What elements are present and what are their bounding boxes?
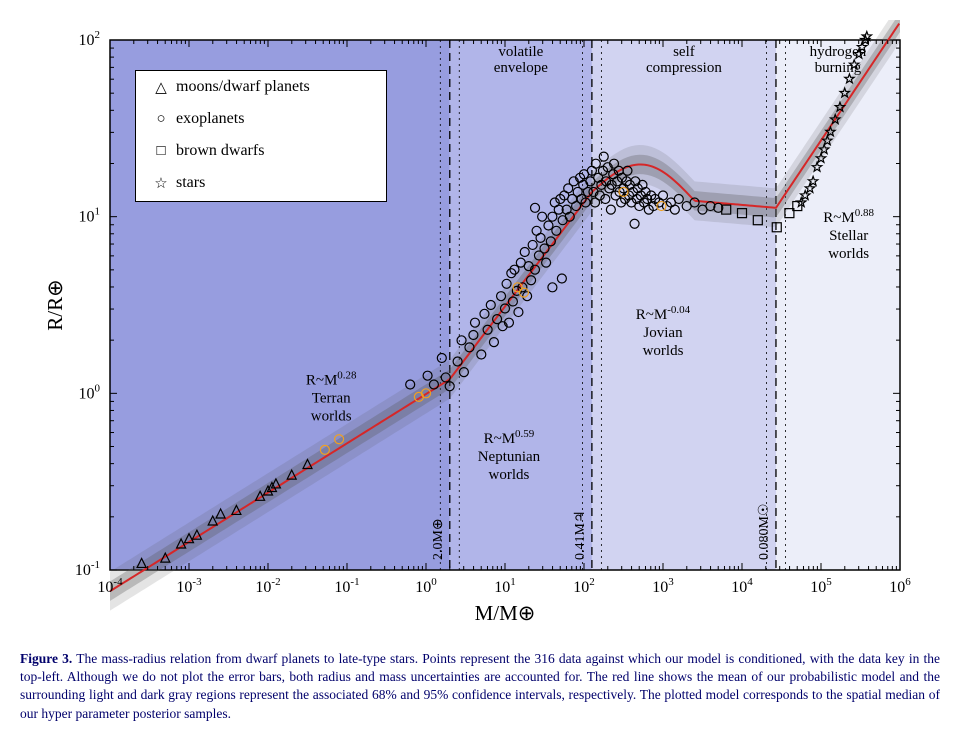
caption-text: The mass-radius relation from dwarf plan…: [20, 651, 940, 721]
legend-box: △ moons/dwarf planets ○ exoplanets □ bro…: [135, 70, 387, 202]
svg-text:M/M⊕: M/M⊕: [475, 601, 536, 625]
star-icon: ☆: [146, 174, 176, 193]
svg-text:106: 106: [889, 576, 911, 596]
legend-item-stars: ☆ stars: [136, 167, 386, 199]
legend-item-brown-dwarfs: □ brown dwarfs: [136, 135, 386, 167]
svg-text:compression: compression: [646, 60, 722, 76]
svg-text:10-1: 10-1: [75, 559, 100, 579]
figure-caption: Figure 3. The mass-radius relation from …: [20, 650, 940, 723]
svg-text:100: 100: [415, 576, 437, 596]
svg-text:10-1: 10-1: [334, 576, 359, 596]
svg-text:0.41M♃: 0.41M♃: [573, 511, 588, 561]
legend-label: stars: [176, 174, 205, 192]
legend-label: exoplanets: [176, 110, 244, 128]
triangle-icon: △: [146, 78, 176, 97]
legend-item-exoplanets: ○ exoplanets: [136, 103, 386, 135]
svg-text:102: 102: [79, 29, 101, 49]
svg-text:Jovian: Jovian: [643, 325, 683, 341]
svg-text:100: 100: [79, 382, 101, 402]
svg-text:R/R⊕: R/R⊕: [43, 279, 67, 330]
svg-text:Stellar: Stellar: [829, 228, 868, 244]
legend-item-moons: △ moons/dwarf planets: [136, 71, 386, 103]
svg-text:0.080M☉: 0.080M☉: [757, 504, 772, 561]
svg-text:103: 103: [652, 576, 674, 596]
svg-text:2.0M⊕: 2.0M⊕: [431, 518, 446, 560]
svg-text:105: 105: [810, 576, 832, 596]
svg-text:Neptunian: Neptunian: [478, 449, 541, 465]
circle-icon: ○: [146, 111, 176, 128]
svg-text:10-2: 10-2: [255, 576, 280, 596]
svg-text:10-3: 10-3: [176, 576, 202, 596]
legend-label: moons/dwarf planets: [176, 78, 310, 96]
svg-text:worlds: worlds: [489, 467, 530, 483]
svg-text:101: 101: [79, 206, 101, 226]
svg-text:worlds: worlds: [643, 343, 684, 359]
legend-label: brown dwarfs: [176, 142, 264, 160]
caption-title: Figure 3.: [20, 651, 72, 666]
svg-text:104: 104: [731, 576, 753, 596]
svg-text:worlds: worlds: [311, 409, 352, 425]
svg-text:envelope: envelope: [494, 60, 548, 76]
svg-text:worlds: worlds: [828, 246, 869, 262]
svg-text:Terran: Terran: [312, 391, 351, 407]
square-icon: □: [146, 143, 176, 160]
svg-text:101: 101: [494, 576, 516, 596]
svg-text:102: 102: [573, 576, 595, 596]
svg-text:self: self: [673, 44, 695, 60]
